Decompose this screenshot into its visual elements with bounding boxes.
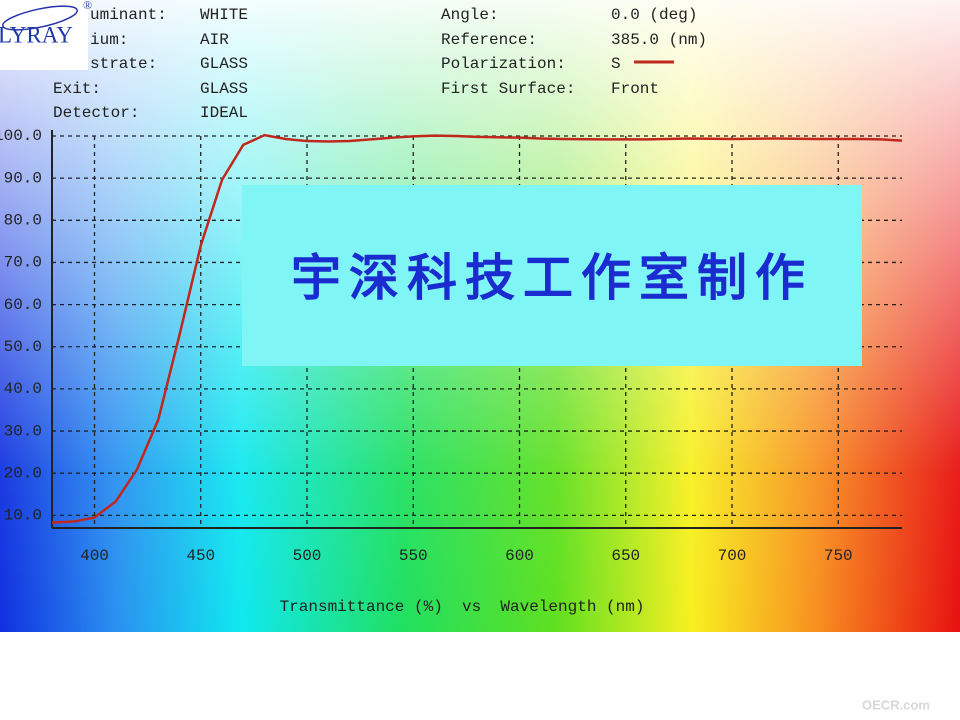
setting-value: Front	[611, 80, 659, 98]
setting-label: strate:	[90, 55, 157, 73]
watermark: OECR.com	[862, 697, 930, 712]
setting-label: First Surface:	[441, 80, 575, 98]
setting-label: Detector:	[53, 104, 139, 122]
x-tick-label: 450	[186, 547, 215, 565]
setting-value: AIR	[200, 31, 229, 49]
data-line	[51, 133, 903, 524]
logo-text: LYRAY	[0, 22, 73, 47]
setting-value: IDEAL	[200, 104, 248, 122]
x-tick-label: 500	[293, 547, 322, 565]
setting-value: WHITE	[200, 6, 248, 24]
y-tick-label: 50.0	[4, 338, 42, 356]
setting-label: ium:	[90, 31, 128, 49]
setting-value: 0.0 (deg)	[611, 6, 697, 24]
x-tick-label: 650	[611, 547, 640, 565]
logo-swoosh	[2, 5, 78, 31]
logo-mark: ®	[83, 0, 92, 12]
y-tick-label: 80.0	[4, 212, 42, 230]
logo-box	[0, 0, 88, 70]
setting-value: 385.0 (nm)	[611, 31, 707, 49]
setting-label: Angle:	[441, 6, 499, 24]
setting-value: GLASS	[200, 55, 248, 73]
overlay-text: 宇深科技工作室制作	[291, 248, 813, 307]
legend-label: S	[611, 55, 621, 73]
y-tick-label: 20.0	[4, 464, 42, 482]
setting-value: GLASS	[200, 80, 248, 98]
y-tick-label: 10.0	[4, 507, 42, 525]
setting-label: Exit:	[53, 80, 101, 98]
setting-label: Reference:	[441, 31, 537, 49]
x-tick-label: 600	[505, 547, 534, 565]
y-tick-label: 40.0	[4, 380, 42, 398]
y-tick-label: 90.0	[4, 169, 42, 187]
y-tick-label: 70.0	[4, 254, 42, 272]
x-axis-label: Transmittance (%) vs Wavelength (nm)	[280, 598, 645, 616]
setting-label: uminant:	[90, 6, 167, 24]
overlay-box	[242, 185, 862, 366]
x-tick-label: 550	[399, 547, 428, 565]
x-tick-label: 750	[824, 547, 853, 565]
y-tick-label: 100.0	[0, 127, 42, 145]
plot-area: uminant: WHITE ium: AIR strate: GLASS Exit: GLA…	[0, 6, 903, 616]
setting-label: Polarization:	[441, 55, 566, 73]
x-tick-label: 400	[80, 547, 109, 565]
y-tick-label: 30.0	[4, 422, 42, 440]
x-tick-label: 700	[718, 547, 747, 565]
y-tick-label: 60.0	[4, 296, 42, 314]
